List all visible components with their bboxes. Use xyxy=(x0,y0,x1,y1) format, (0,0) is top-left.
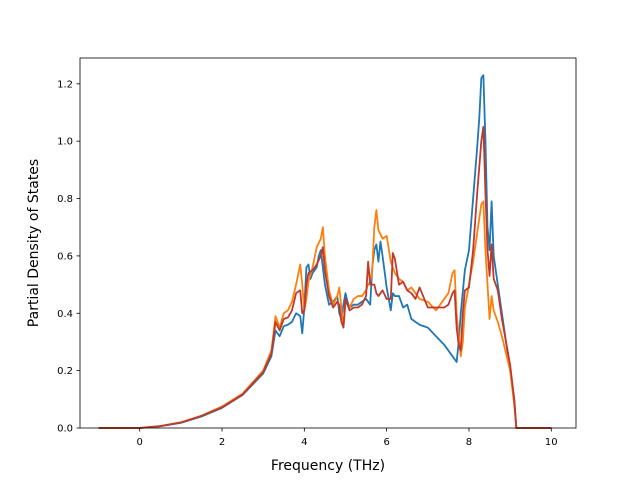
y-tick-label: 0.4 xyxy=(57,309,73,320)
y-tick-label: 0.8 xyxy=(57,194,73,205)
series-line-3 xyxy=(98,125,552,429)
series-line-2 xyxy=(98,200,552,429)
x-axis-ticks: 0 2 4 6 8 10 xyxy=(136,428,558,448)
y-axis-label: Partial Density of States xyxy=(26,159,42,327)
y-tick-label: 0.2 xyxy=(57,366,73,377)
y-tick-label: 1.2 xyxy=(57,79,73,90)
x-tick-label: 10 xyxy=(545,437,558,448)
x-tick-label: 4 xyxy=(301,437,307,448)
y-tick-label: 0.6 xyxy=(57,251,73,262)
x-tick-label: 2 xyxy=(219,437,225,448)
series-line-1 xyxy=(98,74,552,429)
plot-frame xyxy=(79,57,577,429)
x-tick-label: 6 xyxy=(383,437,389,448)
y-tick-label: 0.0 xyxy=(57,424,73,435)
x-tick-label: 0 xyxy=(136,437,142,448)
series-layer xyxy=(98,74,552,429)
x-axis-label: Frequency (THz) xyxy=(271,458,385,474)
y-axis-ticks: 0.0 0.2 0.4 0.6 0.8 1.0 1.2 xyxy=(57,79,80,435)
x-tick-label: 8 xyxy=(466,437,472,448)
y-tick-label: 1.0 xyxy=(57,137,73,148)
